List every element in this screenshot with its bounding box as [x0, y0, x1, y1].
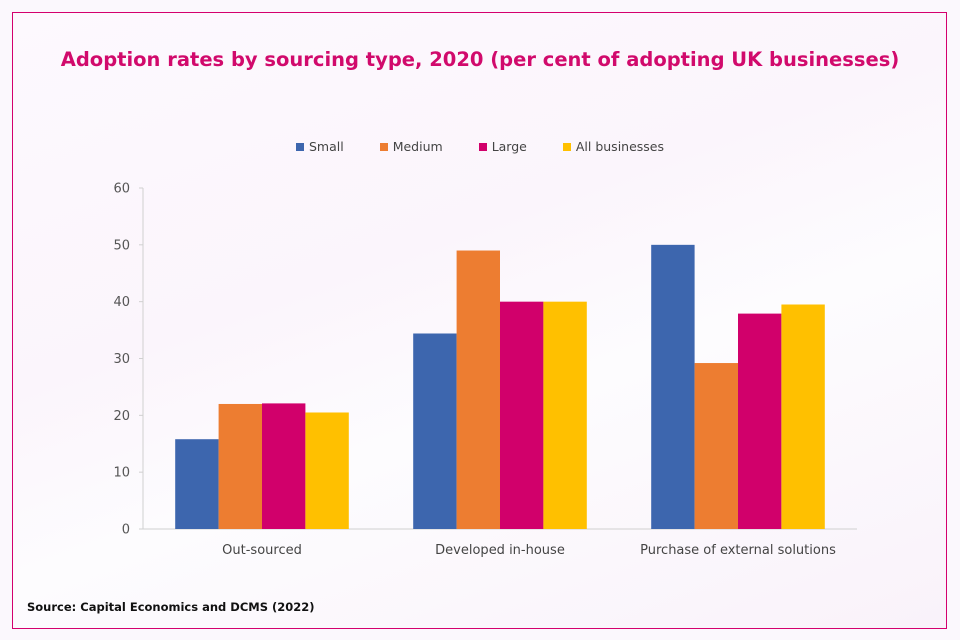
bar-large	[738, 313, 782, 529]
bar-small	[651, 244, 695, 530]
legend-label: All businesses	[575, 139, 665, 154]
bar-large	[262, 403, 306, 529]
source-note: Source: Capital Economics and DCMS (2022…	[27, 600, 315, 614]
bar-all-businesses	[781, 304, 825, 529]
bar-small	[175, 439, 219, 529]
legend-label: Small	[308, 139, 344, 154]
bar-medium	[694, 363, 738, 529]
bar-medium	[456, 250, 500, 529]
y-tick-label: 0	[122, 523, 130, 538]
legend: Small Medium Large All businesses	[0, 139, 960, 154]
y-tick-label: 50	[113, 238, 130, 253]
y-tick-label: 20	[113, 409, 130, 424]
legend-swatch	[295, 142, 304, 151]
x-category-label: Purchase of external solutions	[640, 543, 836, 558]
legend-swatch	[379, 142, 388, 151]
chart-title: Adoption rates by sourcing type, 2020 (p…	[60, 48, 900, 71]
legend-item-medium: Medium	[379, 139, 443, 154]
bar-all-businesses	[543, 301, 587, 529]
legend-swatch	[478, 142, 487, 151]
y-tick-label: 10	[113, 466, 130, 481]
legend-swatch	[562, 142, 571, 151]
bar-large	[500, 301, 544, 529]
x-category-label: Developed in-house	[435, 543, 565, 558]
legend-item-large: Large	[478, 139, 527, 154]
y-tick-label: 30	[113, 352, 130, 367]
x-category-label: Out-sourced	[222, 543, 302, 558]
bar-all-businesses	[305, 412, 349, 529]
legend-item-all: All businesses	[562, 139, 665, 154]
y-tick-label: 60	[113, 182, 130, 197]
legend-label: Medium	[392, 139, 443, 154]
bar-medium	[218, 403, 262, 529]
legend-label: Large	[491, 139, 527, 154]
y-tick-label: 40	[113, 295, 130, 310]
bar-small	[413, 333, 457, 529]
legend-item-small: Small	[295, 139, 344, 154]
